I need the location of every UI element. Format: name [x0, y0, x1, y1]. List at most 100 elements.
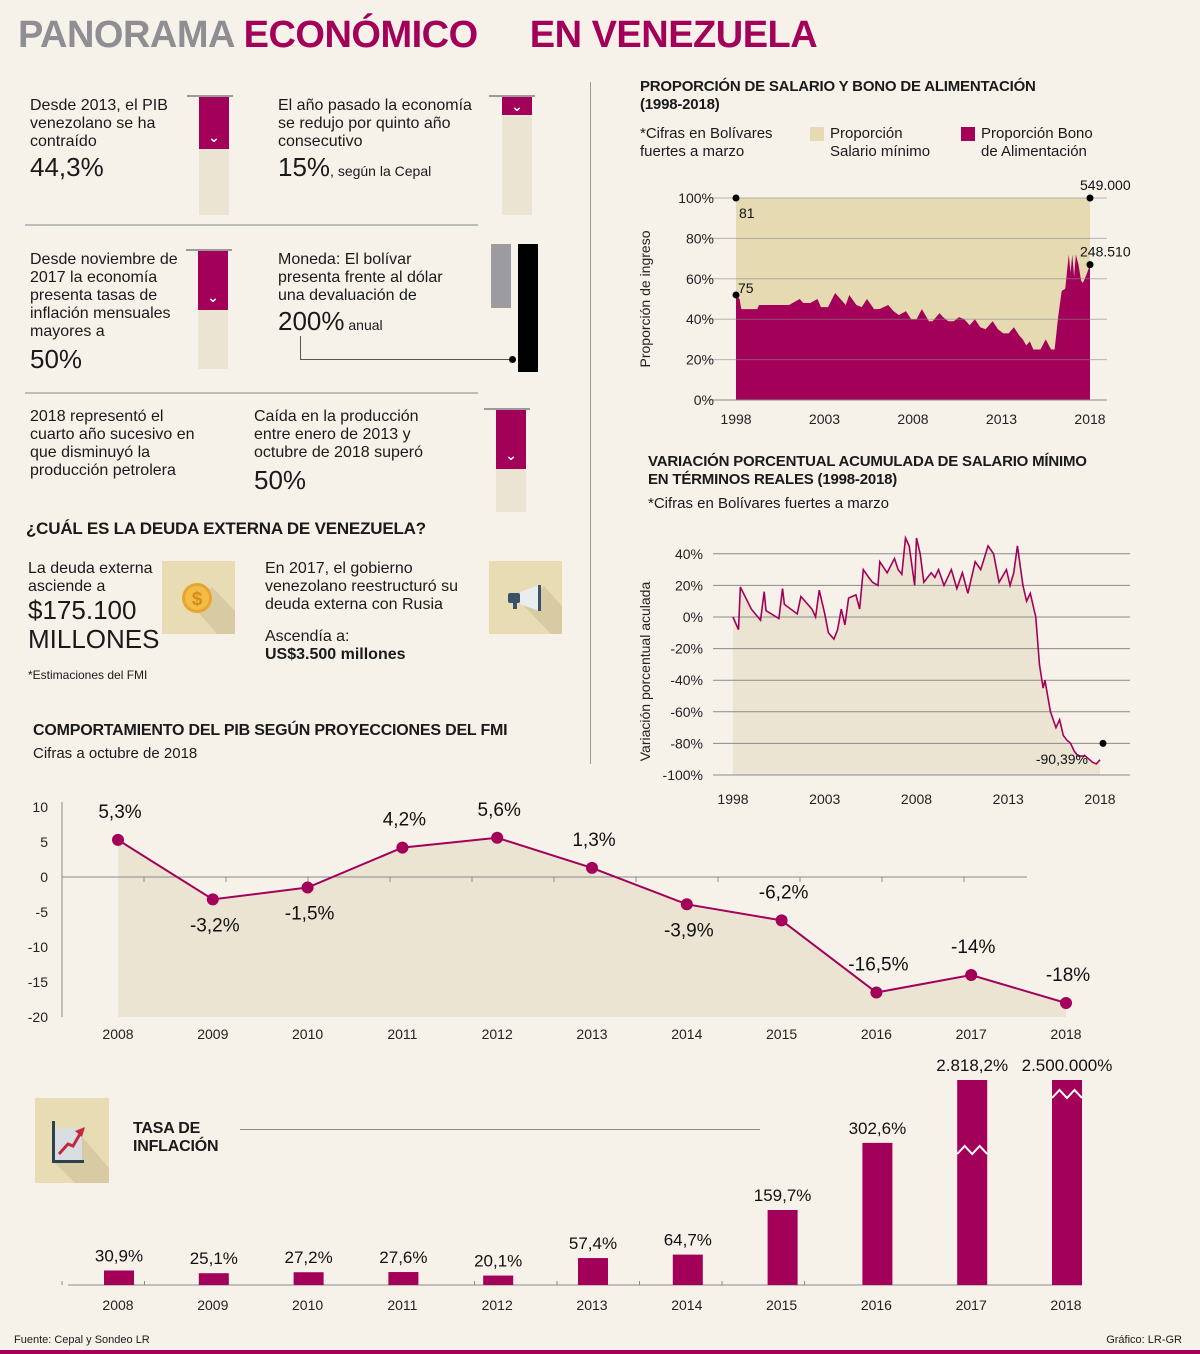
- debt-value: $175.100: [28, 595, 137, 625]
- data-label: -6,2%: [759, 882, 809, 903]
- axis-break-mark: [956, 1144, 988, 1156]
- pib-title: COMPORTAMIENTO DEL PIB SEGÚN PROYECCIONE…: [33, 722, 508, 739]
- axis-break-mark: [1051, 1088, 1083, 1100]
- variation-chart-title-line1: VARIACIÓN PORCENTUAL ACUMULADA DE SALARI…: [648, 453, 1087, 470]
- y-tick-label: 5: [40, 834, 48, 850]
- x-tick-label: 2003: [809, 411, 840, 427]
- x-tick-label: 2012: [482, 1026, 513, 1042]
- chevron-down-icon: ⌄: [505, 447, 517, 463]
- inflation-title-line2: INFLACIÓN: [133, 1138, 219, 1155]
- data-label: 30,9%: [95, 1246, 143, 1265]
- connector-line: [300, 336, 301, 360]
- x-tick-label: 2008: [102, 1297, 133, 1313]
- salary-variation-chart: -100% -80% -60% -40% -20% 0% 20% 40% 1998 2003 200…: [637, 535, 1130, 807]
- pib-point: [680, 898, 693, 911]
- y-tick-label: -10: [28, 939, 48, 955]
- inflation-bar: [388, 1272, 419, 1285]
- stat-oil-production-years: 2018 representó el cuarto año sucesivo e…: [30, 408, 205, 480]
- gauge-cap: [186, 249, 232, 251]
- y-tick-label: 0%: [694, 392, 714, 408]
- legend-label-line1: Proporción: [830, 125, 903, 142]
- devaluation-bar-after: [518, 244, 538, 372]
- x-tick-label: 2012: [482, 1297, 513, 1313]
- gauge-fill: [199, 97, 229, 149]
- source-note: Fuente: Cepal y Sondeo LR: [14, 1334, 150, 1346]
- annotation-dot: [732, 194, 740, 202]
- stat-economy-reduction: El año pasado la economía se redujo por …: [278, 97, 478, 183]
- stat-value: 50%: [30, 344, 83, 374]
- inflation-bar: [578, 1258, 608, 1285]
- connector-line: [300, 359, 512, 360]
- data-label: -3,2%: [190, 915, 240, 936]
- annotation-label: 549.000: [1080, 177, 1131, 193]
- pib-point: [775, 914, 788, 927]
- debt-russia-value: US$3.500 millones: [265, 646, 406, 663]
- megaphone-icon: [489, 561, 562, 634]
- x-tick-label: 2013: [986, 411, 1017, 427]
- inflation-chart: 30,9% 2008 25,1% 2009 27,2% 2010 27,6% 2011 20,1…: [61, 1056, 1112, 1313]
- y-tick-label: 40%: [686, 311, 714, 327]
- inflation-bar: [483, 1275, 514, 1285]
- data-label: 25,1%: [190, 1249, 238, 1268]
- salary-chart-title: PROPORCIÓN DE SALARIO Y BONO DE ALIMENTA…: [640, 78, 1036, 114]
- pib-point: [112, 833, 124, 846]
- x-tick-label: 2008: [897, 411, 928, 427]
- pib-subtitle: Cifras a octubre de 2018: [33, 745, 198, 762]
- y-tick-label: -20: [28, 1009, 48, 1025]
- debt-russia-label: Ascendía a:: [265, 628, 350, 645]
- data-label: 27,6%: [379, 1248, 427, 1267]
- salary-chart-note: *Cifras en Bolívares fuertes a marzo: [640, 125, 773, 160]
- y-tick-label: 40%: [675, 546, 703, 562]
- credit-note: Gráfico: LR-GR: [1106, 1334, 1182, 1346]
- annotation-dot: [1086, 261, 1094, 269]
- y-tick-label: 0: [40, 869, 48, 885]
- x-tick-label: 2014: [671, 1297, 702, 1313]
- stat-suffix: , según la Cepal: [330, 163, 432, 179]
- annotation-dot: [732, 291, 740, 299]
- annotation-label: 248.510: [1080, 244, 1131, 260]
- stat-currency-devaluation: Moneda: El bolívar presenta frente al dó…: [278, 251, 468, 337]
- variation-line: [732, 535, 1101, 765]
- y-tick-label: -15: [28, 974, 48, 990]
- data-label: 5,6%: [478, 800, 521, 821]
- data-label: -16,5%: [848, 955, 908, 976]
- chevron-down-icon: ⌄: [511, 98, 523, 114]
- legend-label-line1: Proporción Bono: [981, 125, 1093, 142]
- dollar-coin-icon: $: [162, 561, 235, 634]
- x-tick-label: 2010: [292, 1026, 323, 1042]
- pib-point: [1060, 997, 1072, 1009]
- variation-chart-note: *Cifras en Bolívares fuertes a marzo: [648, 495, 889, 512]
- annotation-dot: [1099, 739, 1107, 747]
- gauge-oil-production: ⌄: [496, 410, 526, 512]
- inflation-bar: [862, 1142, 893, 1285]
- data-label: 20,1%: [474, 1252, 522, 1271]
- inflation-bar: [767, 1209, 798, 1285]
- debt-russia: En 2017, el gobierno venezolano reestruc…: [265, 560, 465, 664]
- x-tick-label: 1998: [717, 791, 748, 807]
- x-tick-label: 2010: [292, 1297, 323, 1313]
- pib-point: [491, 831, 504, 844]
- data-label: 302,6%: [849, 1119, 907, 1138]
- x-tick-label: 2013: [993, 791, 1024, 807]
- connector-dot: [509, 356, 516, 363]
- x-tick-label: 2018: [1074, 411, 1105, 427]
- annotation-label: -90,39%: [1036, 751, 1088, 767]
- devaluation-bar-before: [491, 244, 511, 308]
- inflation-title-rule: [240, 1129, 760, 1130]
- inflation-title: TASA DE INFLACIÓN: [133, 1120, 219, 1156]
- stat-text: Caída en la producción entre enero de 20…: [254, 408, 424, 461]
- data-label: -1,5%: [285, 904, 335, 925]
- data-label: 4,2%: [383, 810, 426, 831]
- stat-text: 2018 representó el cuarto año sucesivo e…: [30, 408, 195, 479]
- data-label: -18%: [1046, 965, 1090, 986]
- pib-point: [396, 841, 409, 854]
- debt-value-unit: MILLONES: [28, 624, 160, 654]
- data-label: 64,7%: [664, 1231, 712, 1250]
- x-tick-label: 2011: [387, 1297, 417, 1313]
- section-divider: [25, 224, 478, 226]
- x-tick-label: 2003: [809, 791, 840, 807]
- inflation-bar: [293, 1272, 324, 1285]
- data-label: -3,9%: [664, 920, 714, 941]
- y-tick-label: -100%: [663, 767, 703, 783]
- variation-chart-title-line2: EN TÉRMINOS REALES (1998-2018): [648, 471, 898, 488]
